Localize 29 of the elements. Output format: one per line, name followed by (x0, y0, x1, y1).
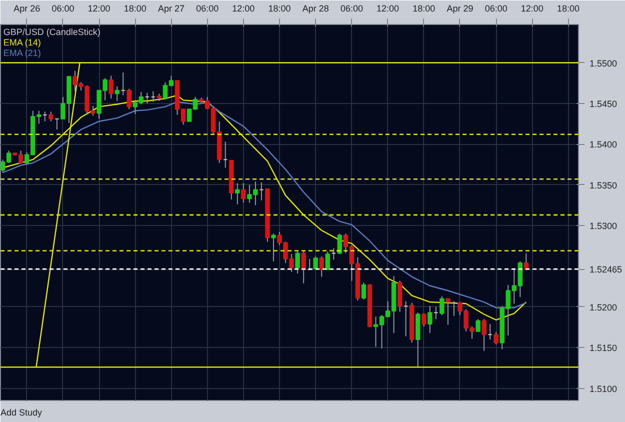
chart-title: GBP/USD (CandleStick) (3, 26, 100, 37)
x-tick-label: 06:00 (52, 4, 74, 14)
y-tick-label: 1.5350 (590, 180, 618, 190)
ref-line-label: 1.52465 (590, 264, 622, 275)
y-tick-label: 1.5400 (590, 140, 618, 150)
x-tick-label: 18:00 (412, 4, 436, 14)
y-tick-label: 1.5150 (590, 343, 618, 354)
x-tick-label: 12:00 (376, 4, 400, 14)
x-tick-label: 12:00 (232, 4, 255, 14)
x-tick-label: 18:00 (124, 4, 146, 14)
x-tick-label: Apr 28 (302, 4, 329, 14)
y-tick-label: 1.5100 (590, 384, 618, 394)
y-tick-label: 1.5200 (590, 302, 618, 312)
x-tick-label: 06:00 (196, 4, 219, 14)
x-tick-label: 12:00 (88, 4, 110, 14)
x-tick-label: 18:00 (268, 4, 291, 14)
x-tick-label: Apr 27 (158, 4, 185, 14)
x-tick-label: Apr 29 (446, 4, 474, 14)
y-tick-label: 1.5500 (590, 58, 618, 68)
x-tick-label: 18:00 (557, 4, 580, 14)
y-tick-label: 1.5450 (590, 98, 618, 109)
text: EMA (21) (3, 48, 41, 58)
x-tick-label: 12:00 (520, 4, 544, 14)
x-tick-label: 06:00 (484, 4, 508, 14)
text: Add Study (0, 408, 43, 418)
y-tick-label: 1.5300 (590, 221, 618, 232)
x-tick-label: 06:00 (340, 4, 363, 14)
text: EMA (14) (3, 37, 41, 48)
x-tick-label: Apr 26 (14, 4, 40, 14)
